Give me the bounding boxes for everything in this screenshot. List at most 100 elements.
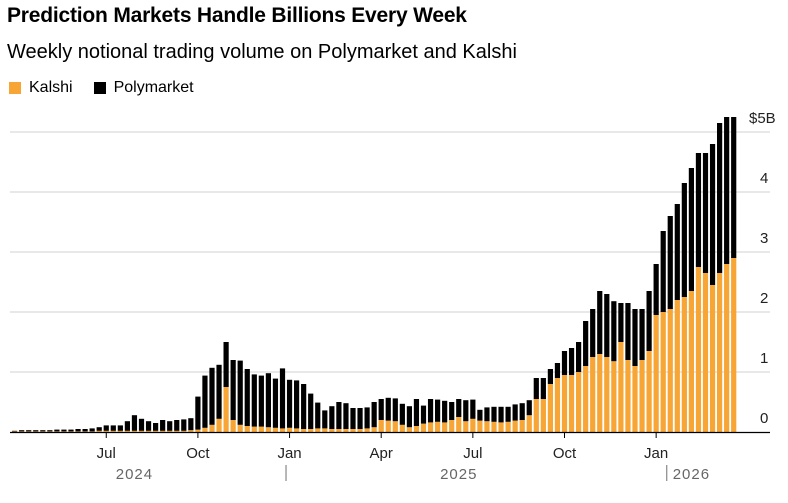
bar-kalshi-91 bbox=[653, 315, 659, 432]
bar-polymarket-70 bbox=[505, 406, 511, 422]
bar-polymarket-45 bbox=[329, 406, 335, 429]
bar-kalshi-67 bbox=[484, 421, 490, 432]
bar-polymarket-19 bbox=[145, 421, 152, 431]
bar-polymarket-24 bbox=[181, 419, 187, 431]
bar-kalshi-85 bbox=[611, 361, 617, 432]
bar-kalshi-20 bbox=[153, 430, 159, 432]
bar-polymarket-57 bbox=[413, 399, 420, 426]
x-tick-label-3: Apr bbox=[370, 445, 393, 462]
bar-kalshi-101 bbox=[724, 264, 730, 432]
bar-kalshi-57 bbox=[413, 426, 420, 432]
bar-kalshi-7 bbox=[61, 431, 67, 432]
bar-polymarket-21 bbox=[160, 420, 166, 431]
bar-polymarket-72 bbox=[519, 403, 525, 420]
bar-polymarket-32 bbox=[237, 360, 243, 425]
y-tick-label-0: 0 bbox=[760, 410, 768, 427]
bar-kalshi-74 bbox=[533, 399, 539, 432]
bar-kalshi-73 bbox=[526, 415, 532, 432]
bar-polymarket-20 bbox=[153, 423, 159, 431]
bar-polymarket-53 bbox=[385, 397, 391, 421]
bar-kalshi-24 bbox=[181, 430, 187, 432]
bar-polymarket-27 bbox=[202, 375, 208, 428]
bar-polymarket-0 bbox=[12, 430, 18, 432]
bar-polymarket-95 bbox=[681, 183, 687, 297]
bar-kalshi-58 bbox=[420, 423, 427, 432]
bar-polymarket-59 bbox=[427, 399, 434, 423]
bar-polymarket-40 bbox=[294, 380, 300, 429]
bar-kalshi-0 bbox=[12, 431, 18, 432]
legend-item-polymarket: Polymarket bbox=[93, 79, 194, 97]
year-label-2025: 2025 bbox=[440, 466, 477, 483]
bar-kalshi-95 bbox=[681, 297, 687, 432]
bar-polymarket-43 bbox=[315, 402, 321, 429]
bar-kalshi-78 bbox=[561, 375, 568, 432]
bar-polymarket-56 bbox=[406, 406, 412, 428]
bar-polymarket-88 bbox=[632, 309, 638, 366]
bar-kalshi-28 bbox=[209, 424, 215, 432]
bar-kalshi-41 bbox=[301, 429, 307, 432]
bar-kalshi-42 bbox=[308, 429, 314, 432]
bar-kalshi-1 bbox=[19, 431, 25, 432]
bar-kalshi-2 bbox=[26, 431, 32, 432]
bar-polymarket-10 bbox=[82, 429, 88, 432]
bar-polymarket-83 bbox=[597, 291, 603, 354]
bar-kalshi-35 bbox=[258, 426, 264, 432]
bar-polymarket-60 bbox=[435, 399, 441, 422]
bar-polymarket-76 bbox=[547, 369, 553, 384]
bar-polymarket-79 bbox=[568, 348, 575, 375]
bar-polymarket-77 bbox=[554, 363, 561, 378]
bar-polymarket-22 bbox=[167, 421, 173, 431]
bar-polymarket-68 bbox=[491, 406, 497, 422]
bar-kalshi-83 bbox=[597, 354, 603, 432]
bar-kalshi-4 bbox=[40, 431, 46, 432]
bar-kalshi-64 bbox=[463, 421, 469, 432]
bar-kalshi-96 bbox=[688, 291, 694, 432]
year-labels: 2024 2025 2026 bbox=[116, 465, 710, 483]
bar-kalshi-72 bbox=[519, 420, 525, 432]
bar-kalshi-49 bbox=[357, 429, 363, 432]
bar-kalshi-22 bbox=[167, 430, 173, 432]
bar-kalshi-93 bbox=[667, 309, 673, 432]
bar-polymarket-66 bbox=[477, 409, 483, 421]
bar-kalshi-62 bbox=[449, 420, 455, 432]
bar-polymarket-91 bbox=[653, 264, 659, 315]
legend-swatch-kalshi bbox=[9, 82, 21, 94]
bar-polymarket-99 bbox=[709, 144, 716, 285]
bar-polymarket-25 bbox=[188, 418, 194, 431]
chart-subtitle: Weekly notional trading volume on Polyma… bbox=[7, 41, 517, 63]
bar-polymarket-9 bbox=[75, 429, 81, 432]
bar-polymarket-1 bbox=[19, 430, 25, 432]
bar-kalshi-88 bbox=[632, 366, 638, 432]
y-tick-label-4: 4 bbox=[760, 170, 768, 187]
y-tick-label-1: 1 bbox=[760, 350, 768, 367]
bar-kalshi-15 bbox=[117, 430, 123, 432]
bar-polymarket-12 bbox=[96, 427, 102, 431]
bar-polymarket-34 bbox=[251, 374, 257, 427]
bar-polymarket-35 bbox=[258, 375, 264, 427]
bar-kalshi-46 bbox=[336, 429, 342, 432]
bar-polymarket-64 bbox=[463, 400, 469, 422]
y-tick-label-3: 3 bbox=[760, 230, 768, 247]
bar-kalshi-97 bbox=[695, 267, 702, 432]
bar-polymarket-44 bbox=[322, 410, 328, 429]
bar-polymarket-8 bbox=[68, 429, 74, 432]
bar-polymarket-98 bbox=[702, 153, 709, 273]
bar-kalshi-90 bbox=[646, 351, 652, 432]
bar-polymarket-13 bbox=[103, 425, 109, 431]
bar-polymarket-5 bbox=[47, 430, 53, 432]
bar-polymarket-93 bbox=[667, 216, 673, 309]
bar-kalshi-23 bbox=[174, 430, 180, 432]
bar-kalshi-92 bbox=[660, 312, 666, 432]
bar-kalshi-53 bbox=[385, 420, 391, 432]
bar-kalshi-99 bbox=[709, 285, 716, 432]
y-tick-label-5: $5B bbox=[749, 110, 776, 127]
bar-kalshi-8 bbox=[68, 431, 74, 432]
bar-kalshi-25 bbox=[188, 430, 194, 432]
bar-kalshi-77 bbox=[554, 378, 561, 432]
bar-polymarket-65 bbox=[470, 399, 476, 419]
bar-kalshi-87 bbox=[625, 360, 631, 432]
bar-kalshi-39 bbox=[286, 427, 293, 432]
year-label-2026: 2026 bbox=[673, 466, 710, 483]
legend-label-polymarket: Polymarket bbox=[113, 79, 194, 96]
bar-kalshi-84 bbox=[604, 357, 610, 432]
